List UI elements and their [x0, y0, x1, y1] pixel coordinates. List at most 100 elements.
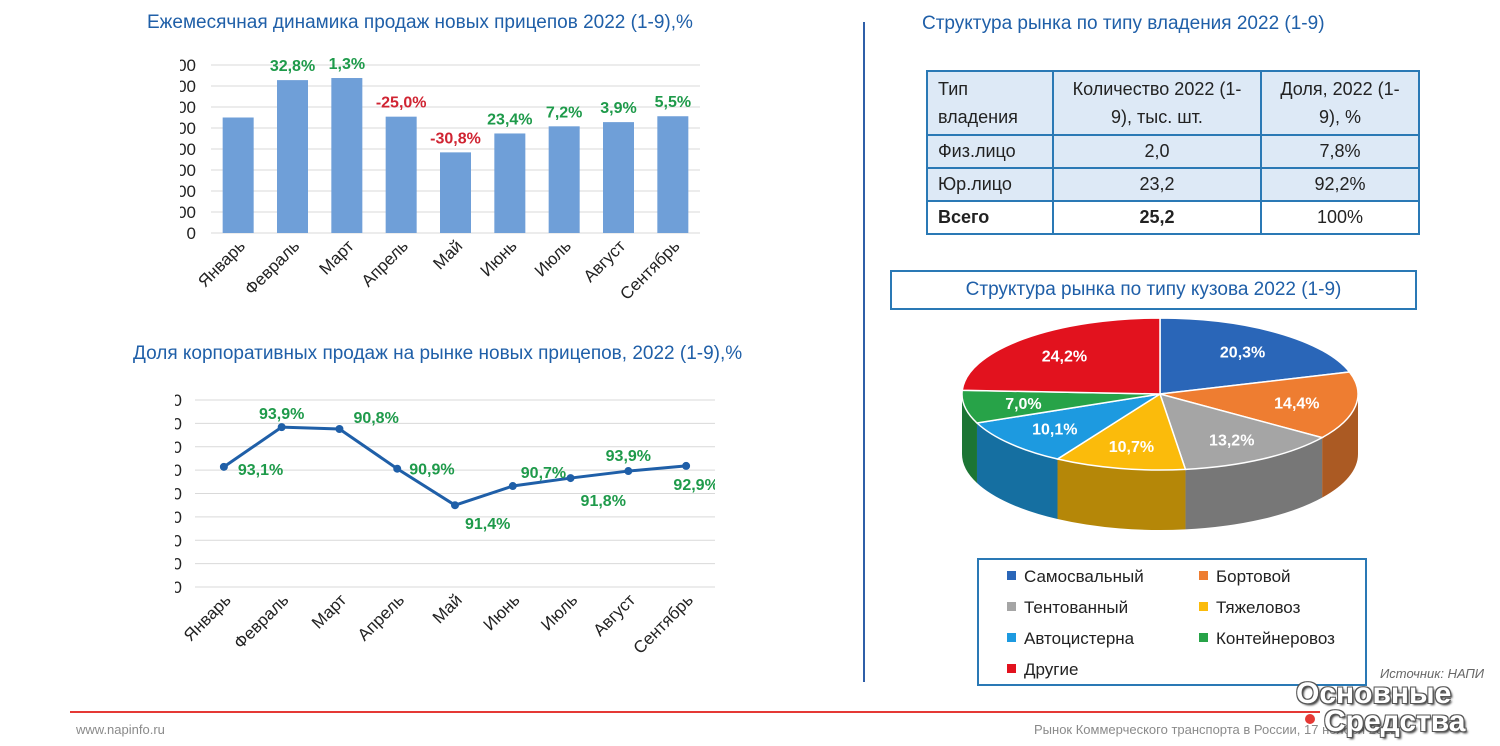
pie-slice: [961, 317, 1161, 395]
legend-swatch: [1199, 602, 1208, 612]
data-label: 93,1%: [238, 462, 283, 479]
legend-label: Бортовой: [1216, 567, 1291, 586]
logo-line-2: Средства: [1324, 705, 1466, 738]
bar-chart: 0 500 1 000 1 500 2 000 2 500 3 000 3 500 4 000 Я…: [180, 56, 700, 304]
data-label: 93,9%: [606, 448, 651, 465]
data-label: 90,8%: [353, 410, 398, 427]
table-title: Структура рынка по типу владения 2022 (1…: [922, 13, 1325, 34]
data-label: 91,4%: [465, 516, 510, 533]
line-chart: 0 500 1 000 1 500 2 000 2 500 3 000 3 500 4 000 9…: [175, 391, 715, 658]
bar: [440, 152, 471, 233]
data-label: 32,8%: [270, 58, 315, 75]
footer-caption: Рынок Коммерческого транспорта в России,…: [1034, 722, 1398, 737]
y-tick-label: 4 000: [175, 391, 182, 410]
legend-swatch: [1007, 602, 1016, 612]
bar: [657, 116, 689, 233]
bar-chart-title: Ежемесячная динамика продаж новых прицеп…: [147, 12, 693, 33]
pie-slice-side: [962, 394, 977, 484]
y-tick-label: 1 000: [175, 531, 182, 550]
y-tick-label: 500: [180, 203, 196, 222]
pie-slice: [1159, 371, 1359, 439]
data-label: -30,8%: [430, 130, 481, 147]
pie-slice-side: [1185, 437, 1323, 530]
data-label: 91,8%: [581, 493, 626, 510]
legend-swatch: [1007, 571, 1016, 581]
pie-slice-side: [1322, 394, 1358, 498]
y-tick-label: 1 500: [175, 508, 182, 527]
bar: [548, 126, 580, 233]
legend-label: Самосвальный: [1024, 567, 1144, 586]
y-tick-label: 2 500: [180, 119, 196, 138]
data-point: [335, 424, 344, 433]
table-cell: 7,8%: [1260, 134, 1420, 169]
line-chart-title: Доля корпоративных продаж на рынке новых…: [133, 343, 743, 364]
data-label: 5,5%: [655, 94, 691, 111]
data-label: 3,9%: [600, 100, 636, 117]
bar: [331, 78, 363, 233]
x-tick-label: Январь: [180, 590, 235, 645]
x-tick-label: Май: [429, 236, 466, 273]
pie-slice-side: [976, 423, 1058, 520]
legend-label: Тентованный: [1024, 598, 1129, 617]
data-label: -25,0%: [376, 95, 427, 112]
y-tick-label: 3 500: [180, 77, 196, 96]
footer-dot: [1305, 714, 1315, 724]
legend-item: Бортовой: [1199, 567, 1291, 587]
data-point: [682, 461, 691, 470]
legend-label: Контейнеровоз: [1216, 629, 1335, 648]
x-tick-label: Июнь: [477, 236, 521, 280]
pie-data-label: 20,3%: [1220, 344, 1265, 361]
data-label: 7,2%: [546, 104, 582, 121]
legend-swatch: [1199, 571, 1208, 581]
table-header-count: Количество 2022 (1-9), тыс. шт.: [1052, 70, 1262, 136]
table-header-type: Тип владения: [926, 70, 1054, 136]
footer-website: www.napinfo.ru: [76, 722, 165, 737]
y-tick-label: 0: [175, 578, 182, 597]
source-note: Источник: НАПИ: [1380, 666, 1485, 681]
y-tick-label: 500: [175, 555, 182, 574]
x-tick-label: Сентябрь: [616, 236, 683, 303]
y-tick-label: 4 000: [180, 56, 196, 75]
y-tick-label: 0: [187, 224, 196, 243]
brand-logo: Основные Средства: [1296, 679, 1486, 740]
pie-chart: 20,3% 14,4% 13,2% 10,7% 10,1% 7,0% 24,2%: [961, 317, 1359, 530]
data-point: [393, 464, 402, 473]
table-cell: Всего: [926, 200, 1054, 235]
y-tick-label: 3 000: [180, 98, 196, 117]
x-tick-label: Сентябрь: [630, 590, 697, 657]
legend-label: Автоцистерна: [1024, 629, 1135, 648]
data-point: [219, 462, 228, 471]
y-tick-label: 1 500: [180, 161, 196, 180]
x-tick-label: Январь: [194, 236, 249, 291]
pie-data-label: 24,2%: [1042, 348, 1087, 365]
table-cell: 100%: [1260, 200, 1420, 235]
x-tick-label: Апрель: [358, 236, 412, 290]
pie-data-label: 10,7%: [1109, 439, 1154, 456]
x-tick-label: Июль: [531, 236, 575, 280]
bar: [277, 80, 308, 233]
data-label: 1,3%: [329, 56, 365, 73]
x-tick-label: Август: [580, 236, 630, 286]
y-tick-label: 3 500: [175, 414, 182, 433]
y-tick-label: 2 000: [175, 485, 182, 504]
y-tick-label: 2 500: [175, 461, 182, 480]
footer-line: [70, 711, 1320, 713]
x-tick-label: Август: [590, 590, 640, 640]
table-row: Юр.лицо 23,2 92,2%: [926, 167, 1420, 202]
pie-slice: [1159, 317, 1351, 395]
y-tick-label: 2 000: [180, 140, 196, 159]
pie-slice: [1158, 392, 1325, 471]
pie-data-label: 10,1%: [1032, 422, 1077, 439]
pie-slice: [975, 393, 1161, 460]
pie-legend: Самосвальный Бортовой Тентованный Тяжело…: [977, 558, 1367, 686]
data-point: [566, 474, 575, 483]
vertical-divider: [863, 22, 865, 682]
x-tick-label: Май: [429, 590, 466, 627]
data-point: [451, 501, 459, 510]
data-label: 90,7%: [521, 465, 566, 482]
pie-data-label: 7,0%: [1005, 396, 1041, 413]
data-point: [277, 423, 286, 432]
data-point: [624, 467, 633, 476]
bar: [494, 133, 526, 233]
pie-data-label: 13,2%: [1209, 433, 1254, 450]
